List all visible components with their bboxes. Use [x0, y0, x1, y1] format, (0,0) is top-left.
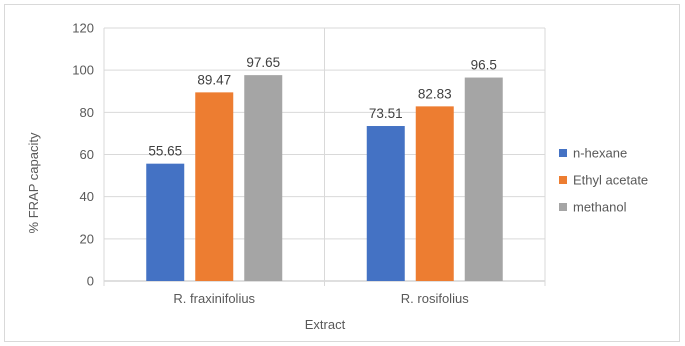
- y-axis-label: % FRAP capacity: [26, 132, 41, 233]
- bar: [415, 106, 454, 281]
- data-label: 82.83: [418, 86, 452, 101]
- bar: [195, 92, 234, 281]
- y-tick-label: 60: [80, 147, 94, 162]
- data-labels: 55.65 89.47 97.65 73.51 82.83 96.5: [148, 55, 497, 159]
- bar: [464, 77, 503, 281]
- y-tick-label: 80: [80, 105, 94, 120]
- legend-label: Ethyl acetate: [573, 173, 648, 188]
- y-tick-label: 20: [80, 231, 94, 246]
- data-label: 73.51: [369, 106, 403, 121]
- data-label: 55.65: [148, 144, 182, 159]
- y-tick-label: 0: [87, 274, 94, 289]
- legend-label: methanol: [573, 200, 627, 215]
- y-tick-label: 120: [72, 21, 94, 36]
- legend-swatch: [559, 176, 567, 184]
- data-label: 89.47: [197, 72, 231, 87]
- x-axis-label: Extract: [305, 317, 346, 332]
- legend-swatch: [559, 149, 567, 157]
- bar: [366, 126, 405, 281]
- legend-swatch: [559, 203, 567, 211]
- y-tick-label: 40: [80, 189, 94, 204]
- y-axis-tick-labels: 0 20 40 60 80 100 120: [72, 21, 94, 289]
- x-axis-tick-labels: R. fraxinifolius R. rosifolius: [173, 291, 469, 306]
- x-tick-label: R. fraxinifolius: [173, 291, 255, 306]
- x-tick-label: R. rosifolius: [401, 291, 469, 306]
- data-label: 96.5: [471, 58, 497, 73]
- bar-series: [146, 75, 503, 281]
- bar: [244, 75, 283, 281]
- y-tick-label: 100: [72, 63, 94, 78]
- bar: [146, 163, 185, 281]
- legend: n-hexane Ethyl acetate methanol: [559, 146, 648, 215]
- chart-frame: [4, 4, 680, 342]
- legend-label: n-hexane: [573, 146, 627, 161]
- data-label: 97.65: [246, 55, 280, 70]
